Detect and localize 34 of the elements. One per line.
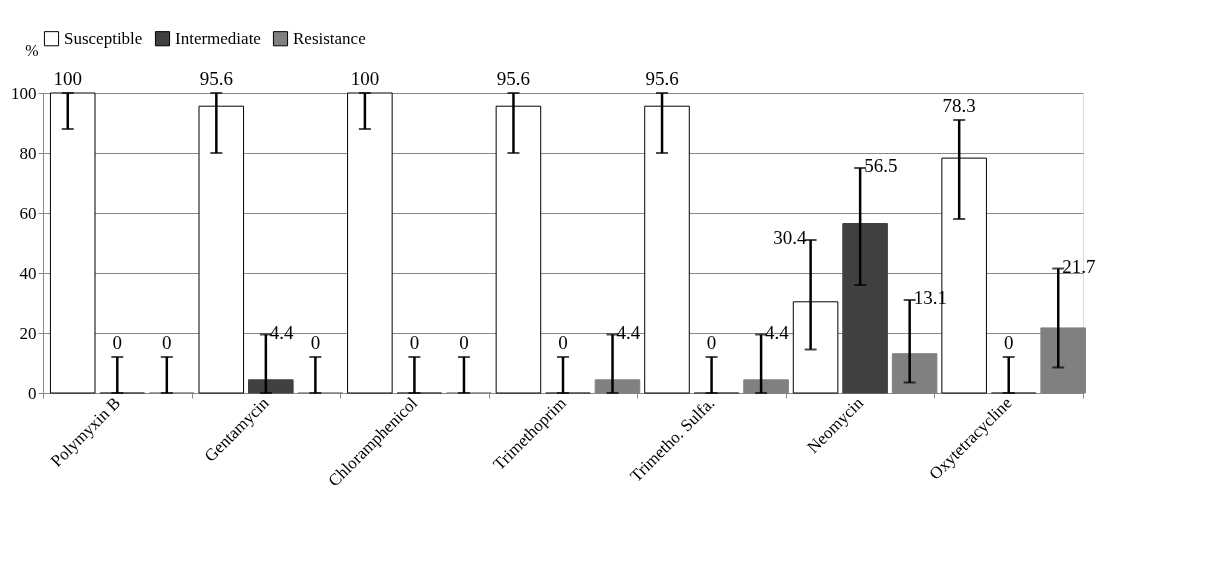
- data-label: 4.4: [269, 321, 295, 343]
- data-label: 4.4: [616, 321, 641, 343]
- data-label: 30.4: [773, 227, 808, 248]
- data-label: 56.5: [864, 155, 898, 176]
- data-label: 0: [706, 332, 717, 353]
- y-tick-label: 20: [19, 323, 37, 343]
- y-tick-label: 40: [19, 263, 37, 283]
- bar: [347, 92, 393, 394]
- y-tick-label: 0: [28, 383, 37, 403]
- data-label: 0: [409, 332, 420, 353]
- bar: [248, 379, 294, 394]
- data-label: 95.6: [645, 68, 679, 89]
- y-tick-label: 80: [19, 143, 37, 163]
- data-label: 78.3: [942, 95, 976, 116]
- data-label: 100: [350, 68, 380, 89]
- data-label: 0: [1003, 332, 1014, 353]
- data-label: 95.6: [496, 68, 531, 89]
- data-label: 100: [53, 68, 83, 89]
- bar: [842, 223, 888, 394]
- legend-label: Susceptible: [64, 28, 143, 48]
- y-tick-label: 60: [19, 203, 37, 223]
- data-label: 0: [558, 332, 568, 353]
- legend-label: Resistance: [293, 28, 366, 48]
- y-tick-label: 100: [11, 83, 37, 103]
- data-label: 0: [112, 332, 123, 353]
- data-label: 0: [162, 332, 172, 353]
- legend-label: Intermediate: [175, 28, 261, 48]
- data-label: 21.7: [1062, 255, 1096, 277]
- y-axis-title: %: [25, 41, 39, 59]
- data-label: 4.4: [765, 321, 790, 343]
- data-label: 95.6: [199, 68, 233, 89]
- bar: [49, 92, 96, 394]
- data-label: 0: [459, 332, 469, 353]
- data-label: 0: [310, 332, 321, 353]
